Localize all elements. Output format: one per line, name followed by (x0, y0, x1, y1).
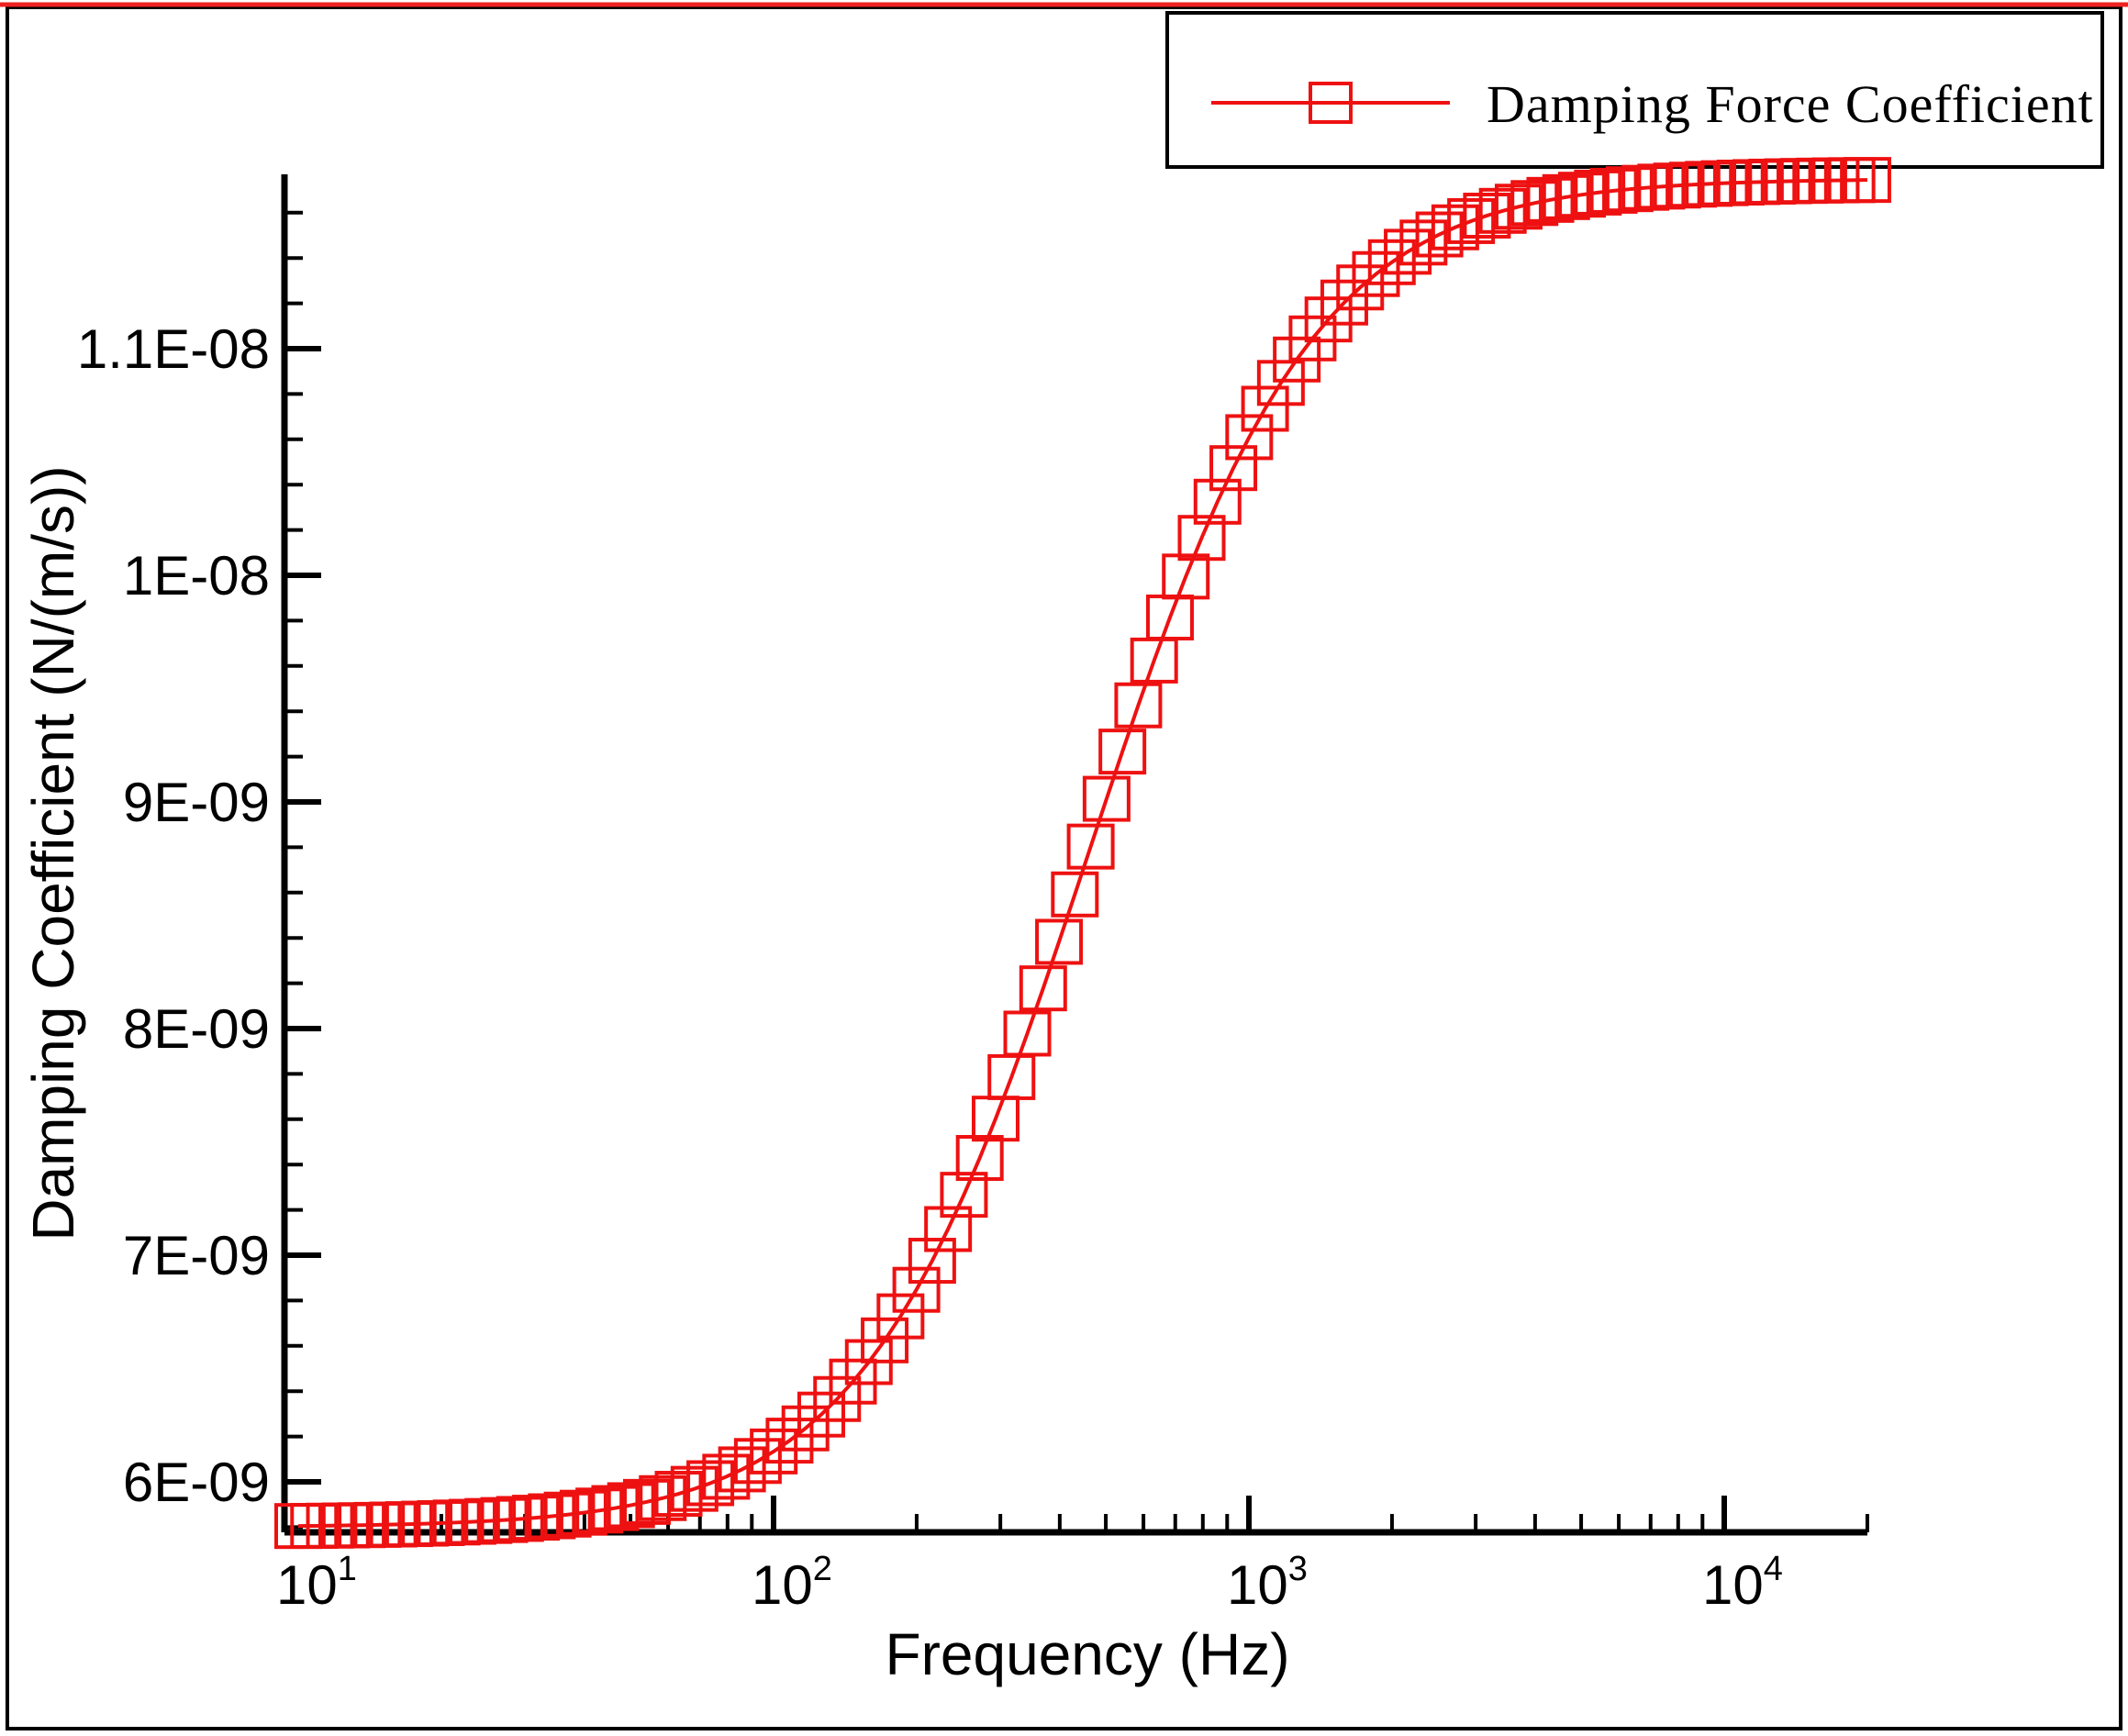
data-point (781, 1405, 830, 1452)
data-point (1098, 729, 1147, 775)
data-point (1177, 515, 1226, 562)
data-point (750, 1428, 798, 1474)
data-point (1431, 204, 1479, 250)
data-point (543, 1491, 592, 1538)
y-tick-label: 8E-09 (123, 998, 270, 1060)
data-point (861, 1317, 909, 1363)
y-tick-label: 7E-09 (123, 1225, 270, 1286)
data-point (1494, 184, 1543, 230)
outer-border (6, 6, 2122, 1730)
data-point (1066, 823, 1115, 870)
legend-label: Damping Force Coefficient (1487, 74, 2094, 134)
data-point (718, 1446, 766, 1493)
data-point (1003, 1010, 1052, 1057)
data-point (1384, 228, 1432, 275)
y-ticks: 6E-09 7E-09 8E-09 9E-09 1E-08 1.1E-08 (77, 210, 321, 1530)
data-point (1304, 296, 1353, 343)
data-point (924, 1206, 973, 1252)
y-axis-title: Damping Coefficient (N/(m/s)) (20, 465, 86, 1241)
data-point (686, 1460, 735, 1507)
data-point (622, 1478, 671, 1525)
legend-marker (1309, 82, 1353, 124)
data-point (1320, 279, 1368, 326)
data-point (1478, 187, 1527, 234)
data-point (813, 1375, 862, 1422)
data-point (1447, 197, 1496, 244)
x-axis-title: Frequency (Hz) (886, 1621, 1290, 1687)
data-point (1542, 173, 1590, 220)
x-tick-label: 101 (276, 1550, 357, 1616)
data-point (940, 1172, 988, 1219)
data-point (1035, 918, 1084, 965)
data-point (1415, 211, 1464, 258)
data-point (892, 1266, 941, 1313)
data-point (1558, 172, 1607, 218)
data-point (1526, 176, 1575, 223)
data-point (654, 1471, 703, 1518)
data-point (1209, 445, 1258, 492)
data-point (1019, 965, 1067, 1012)
y-tick-label: 1.1E-08 (77, 318, 270, 380)
plot-area (274, 157, 1891, 1550)
x-tick-label: 103 (1227, 1550, 1308, 1616)
data-point (702, 1453, 751, 1500)
data-point (908, 1238, 956, 1285)
data-point (797, 1391, 845, 1438)
data-point (876, 1293, 925, 1340)
data-point (1162, 553, 1210, 600)
data-point (1843, 157, 1891, 204)
x-tick-label: 104 (1702, 1550, 1783, 1616)
data-point (1225, 414, 1274, 461)
data-point (607, 1482, 655, 1529)
x-ticks: 101 102 103 104 (276, 1496, 1869, 1616)
y-tick-label: 6E-09 (123, 1452, 270, 1513)
data-point (1336, 264, 1385, 311)
data-point (1288, 315, 1337, 362)
data-point (1463, 193, 1511, 239)
data-point (670, 1465, 719, 1512)
data-point (1241, 385, 1289, 432)
data-point (1256, 360, 1305, 406)
data-point (591, 1485, 640, 1531)
data-point (575, 1487, 624, 1534)
data-point (765, 1418, 814, 1464)
legend: Damping Force Coefficient (1165, 11, 2104, 169)
y-tick-label: 1E-08 (123, 545, 270, 606)
y-tick-label: 9E-09 (123, 772, 270, 833)
data-point (559, 1489, 607, 1536)
axes (281, 174, 1867, 1536)
data-point (955, 1134, 1004, 1181)
data-point (1114, 682, 1163, 729)
x-tick-label: 102 (752, 1550, 832, 1616)
data-point (1193, 478, 1242, 525)
series-line (297, 178, 1867, 1529)
data-point (1051, 871, 1099, 918)
data-point (639, 1474, 687, 1521)
data-point (1510, 180, 1559, 227)
data-point (1082, 775, 1131, 822)
data-point (1399, 219, 1448, 266)
